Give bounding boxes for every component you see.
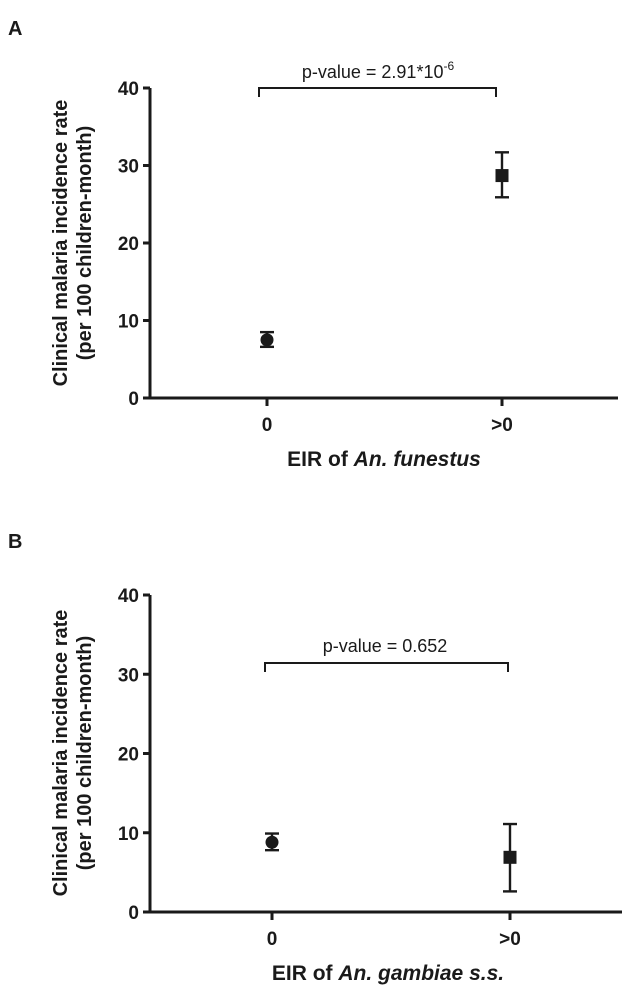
- panel-label-b: B: [8, 531, 22, 553]
- y-tick-label-b: 40: [118, 586, 139, 607]
- data-point-circle-a: [260, 333, 274, 347]
- y-axis-title-a: Clinical malaria incidence rate (per 100…: [50, 100, 96, 387]
- y-tick-label-a: 10: [118, 312, 139, 333]
- y-axis-title-line1-b: Clinical malaria incidence rate: [50, 610, 72, 897]
- y-tick-label-b: 30: [118, 665, 139, 686]
- panel-b: B Clinical malaria incidence rate (per 1…: [8, 531, 622, 985]
- x-tick-label-b: 0: [267, 929, 278, 950]
- y-tick-label-b: 0: [128, 903, 139, 924]
- data-point-circle-b: [265, 835, 279, 849]
- y-tick-label-a: 0: [128, 389, 139, 410]
- panel-label-a: A: [8, 18, 22, 40]
- plot-area-a: 0 10 20 30 40 0 >0 p-value = 2.91*10-6: [118, 59, 618, 436]
- data-point-square-a: [495, 169, 509, 183]
- significance-bracket-b: [264, 662, 509, 672]
- x-axis-title-b: EIR of An. gambiae s.s.: [272, 962, 504, 985]
- y-tick-label-b: 20: [118, 745, 139, 766]
- x-tick-label-a: 0: [262, 415, 273, 436]
- p-value-label-b: p-value = 0.652: [323, 636, 448, 656]
- x-tick-label-a: >0: [491, 415, 513, 436]
- x-axis-title-a: EIR of An. funestus: [287, 448, 481, 471]
- x-tick-label-b: >0: [499, 929, 521, 950]
- panel-a: A Clinical malaria incidence rate (per 1…: [8, 18, 618, 471]
- y-axis-title-b: Clinical malaria incidence rate (per 100…: [50, 610, 96, 897]
- y-tick-label-a: 20: [118, 234, 139, 255]
- data-point-square-b: [503, 850, 517, 864]
- x-axis-title-species-b: An. gambiae s.s.: [337, 962, 504, 985]
- y-tick-label-b: 10: [118, 824, 139, 845]
- x-axis-title-prefix-b: EIR of: [272, 962, 339, 985]
- x-axis-title-species-a: An. funestus: [353, 448, 481, 471]
- plot-area-b: 0 10 20 30 40 0 >0 p-value = 0.652: [118, 586, 622, 950]
- y-axis-title-line1-a: Clinical malaria incidence rate: [50, 100, 72, 387]
- y-tick-label-a: 40: [118, 79, 139, 100]
- y-tick-label-a: 30: [118, 157, 139, 178]
- y-axis-title-line2-b: (per 100 children-month): [74, 636, 96, 870]
- y-axis-title-line2-a: (per 100 children-month): [74, 126, 96, 360]
- significance-bracket-a: [258, 87, 497, 97]
- x-axis-title-prefix-a: EIR of: [287, 448, 354, 471]
- p-value-label-a: p-value = 2.91*10-6: [302, 59, 455, 82]
